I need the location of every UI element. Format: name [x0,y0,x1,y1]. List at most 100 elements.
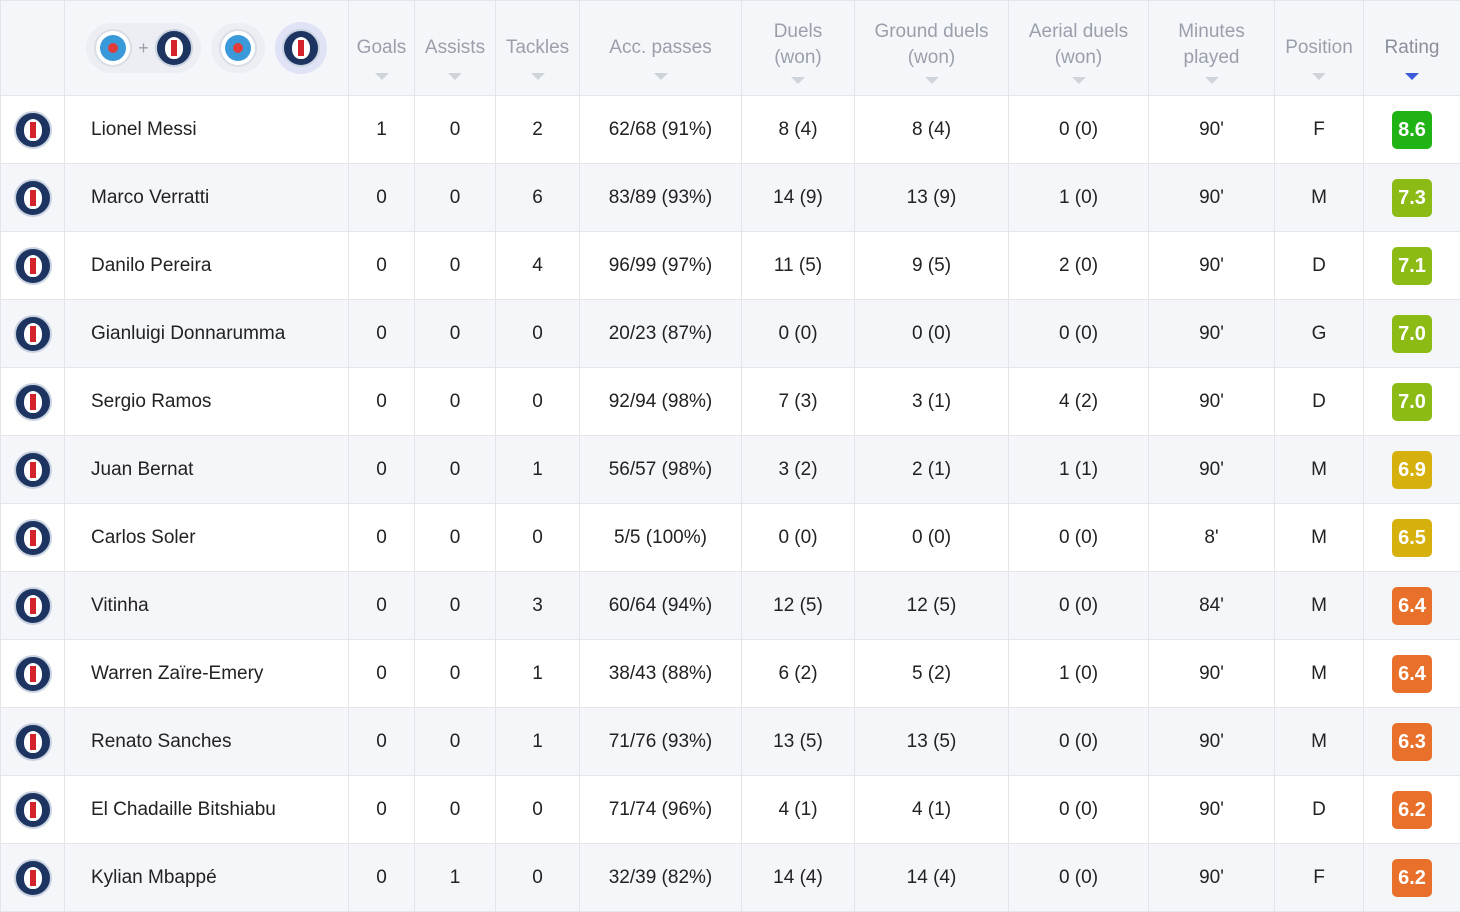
player-name[interactable]: Kylian Mbappé [65,844,349,912]
rating-badge: 6.9 [1392,451,1432,489]
psg-crest-icon [155,29,193,67]
cell-acc-passes: 56/57 (98%) [580,436,742,504]
cell-position: D [1275,776,1364,844]
cell-acc-passes: 71/74 (96%) [580,776,742,844]
player-team-cell [1,504,65,572]
psg-crest-icon [14,587,52,625]
cell-minutes: 8' [1149,504,1275,572]
cell-rating: 7.1 [1364,232,1460,300]
rating-badge: 6.2 [1392,791,1432,829]
cell-duels: 0 (0) [742,504,855,572]
column-header-aerial-duels[interactable]: Aerial duels(won) [1009,1,1149,96]
cell-goals: 0 [349,572,415,640]
cell-minutes: 90' [1149,164,1275,232]
cell-tackles: 0 [496,368,580,436]
player-team-cell [1,300,65,368]
cell-minutes: 90' [1149,436,1275,504]
cell-aerial-duels: 2 (0) [1009,232,1149,300]
cell-position: D [1275,368,1364,436]
player-name[interactable]: Juan Bernat [65,436,349,504]
rating-badge: 7.0 [1392,315,1432,353]
player-name[interactable]: Sergio Ramos [65,368,349,436]
cell-duels: 14 (4) [742,844,855,912]
cell-tackles: 1 [496,436,580,504]
cell-acc-passes: 38/43 (88%) [580,640,742,708]
cell-goals: 0 [349,436,415,504]
cell-rating: 6.5 [1364,504,1460,572]
rating-badge: 7.1 [1392,247,1432,285]
column-header-goals[interactable]: Goals [349,1,415,96]
player-name[interactable]: Vitinha [65,572,349,640]
cell-acc-passes: 60/64 (94%) [580,572,742,640]
cell-tackles: 3 [496,572,580,640]
psg-crest-icon [14,451,52,489]
cell-minutes: 90' [1149,300,1275,368]
column-header-duels[interactable]: Duels(won) [742,1,855,96]
cell-aerial-duels: 0 (0) [1009,300,1149,368]
player-name[interactable]: Marco Verratti [65,164,349,232]
cell-ground-duels: 2 (1) [855,436,1009,504]
player-name[interactable]: Warren Zaïre-Emery [65,640,349,708]
filter-strasbourg[interactable] [211,23,265,73]
player-name[interactable]: Carlos Soler [65,504,349,572]
rating-badge: 6.3 [1392,723,1432,761]
column-header-rating[interactable]: Rating [1364,1,1460,96]
cell-duels: 3 (2) [742,436,855,504]
rating-badge: 8.6 [1392,111,1432,149]
column-header-label: Tackles [496,17,579,61]
cell-rating: 6.2 [1364,844,1460,912]
player-name[interactable]: Gianluigi Donnarumma [65,300,349,368]
cell-assists: 0 [415,368,496,436]
cell-goals: 0 [349,708,415,776]
filter-both-teams[interactable]: + [86,23,201,73]
cell-duels: 11 (5) [742,232,855,300]
cell-position: G [1275,300,1364,368]
cell-ground-duels: 13 (9) [855,164,1009,232]
cell-aerial-duels: 1 (1) [1009,436,1149,504]
column-header-label: Position [1275,17,1363,61]
rating-badge: 7.0 [1392,383,1432,421]
column-header-acc-passes[interactable]: Acc. passes [580,1,742,96]
player-team-cell [1,776,65,844]
player-name[interactable]: Danilo Pereira [65,232,349,300]
cell-aerial-duels: 0 (0) [1009,504,1149,572]
player-name[interactable]: El Chadaille Bitshiabu [65,776,349,844]
column-header-ground-duels[interactable]: Ground duels(won) [855,1,1009,96]
sort-arrow-icon [925,77,939,84]
player-name[interactable]: Lionel Messi [65,96,349,164]
rating-badge: 6.2 [1392,859,1432,897]
cell-acc-passes: 20/23 (87%) [580,300,742,368]
player-team-cell [1,572,65,640]
column-header-assists[interactable]: Assists [415,1,496,96]
column-header-label: Goals [349,17,414,61]
cell-tackles: 6 [496,164,580,232]
cell-duels: 14 (9) [742,164,855,232]
cell-acc-passes: 83/89 (93%) [580,164,742,232]
column-header-tackles[interactable]: Tackles [496,1,580,96]
rating-badge: 7.3 [1392,179,1432,217]
psg-crest-icon [14,723,52,761]
column-header-position[interactable]: Position [1275,1,1364,96]
cell-aerial-duels: 0 (0) [1009,572,1149,640]
filter-psg[interactable] [275,22,327,74]
column-header-label: Duels(won) [742,13,854,71]
psg-crest-icon [14,179,52,217]
player-name[interactable]: Renato Sanches [65,708,349,776]
cell-position: M [1275,640,1364,708]
cell-aerial-duels: 0 (0) [1009,844,1149,912]
strasbourg-crest-icon [219,29,257,67]
cell-assists: 0 [415,776,496,844]
